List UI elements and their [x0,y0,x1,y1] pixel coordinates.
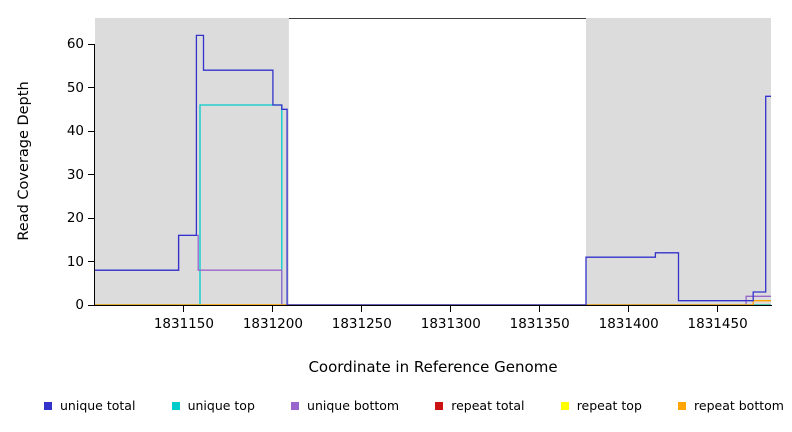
plot-area [95,18,771,306]
x-tick-label: 1831450 [687,316,748,332]
y-tick [88,261,95,262]
y-tick-label: 50 [66,79,84,96]
y-tick [88,130,95,132]
legend-label-repeat-bottom: repeat bottom [694,398,784,413]
y-tick-label: 20 [66,210,84,226]
y-tick [88,43,95,45]
x-axis-line [95,305,772,306]
x-tick [450,306,452,312]
x-tick [361,306,363,312]
legend-item-repeat-total: repeat total [435,398,525,413]
x-axis-title: Coordinate in Reference Genome [308,358,558,376]
series-unique_total [95,34,771,306]
legend-label-unique-top: unique top [187,398,255,413]
x-tick-label: 1831200 [242,316,303,332]
y-tick-label: 30 [66,166,84,183]
x-tick [628,306,630,312]
y-tick [88,304,95,306]
x-tick-label: 1831150 [153,316,214,332]
legend-swatch-repeat-bottom [678,401,687,410]
legend-label-unique-bottom: unique bottom [307,398,400,413]
legend-swatch-repeat-total [435,401,444,410]
legend-item-unique-bottom: unique bottom [291,398,399,413]
y-tick [88,87,95,89]
legend-swatch-unique-top [171,401,180,410]
legend-item-repeat-bottom: repeat bottom [678,398,784,413]
shaded-region [95,18,289,305]
legend-item-unique-total: unique total [44,398,135,413]
legend-swatch-unique-bottom [291,401,300,410]
legend: unique total unique top unique bottom re… [44,398,784,413]
x-tick-label: 1831300 [420,316,481,332]
legend-label-unique-total: unique total [60,398,136,413]
x-tick-label: 1831400 [598,316,659,332]
x-tick [183,306,185,312]
legend-swatch-repeat-top [560,401,569,410]
y-tick [88,217,95,219]
y-tick [88,174,95,175]
y-tick-label: 40 [66,123,84,140]
y-tick-label: 10 [66,253,84,270]
legend-item-repeat-top: repeat top [560,398,642,413]
y-tick-label: 60 [66,36,84,53]
x-tick [539,306,541,312]
y-tick-label: 0 [75,297,84,313]
x-tick-label: 1831350 [509,316,570,332]
legend-label-repeat-total: repeat total [451,398,525,413]
legend-label-repeat-top: repeat top [576,398,642,413]
x-tick [272,306,274,312]
y-axis-title: Read Coverage Depth [16,81,32,241]
x-tick [717,306,719,312]
x-tick-label: 1831250 [331,316,392,332]
legend-item-unique-top: unique top [171,398,255,413]
legend-swatch-unique-total [44,401,52,410]
